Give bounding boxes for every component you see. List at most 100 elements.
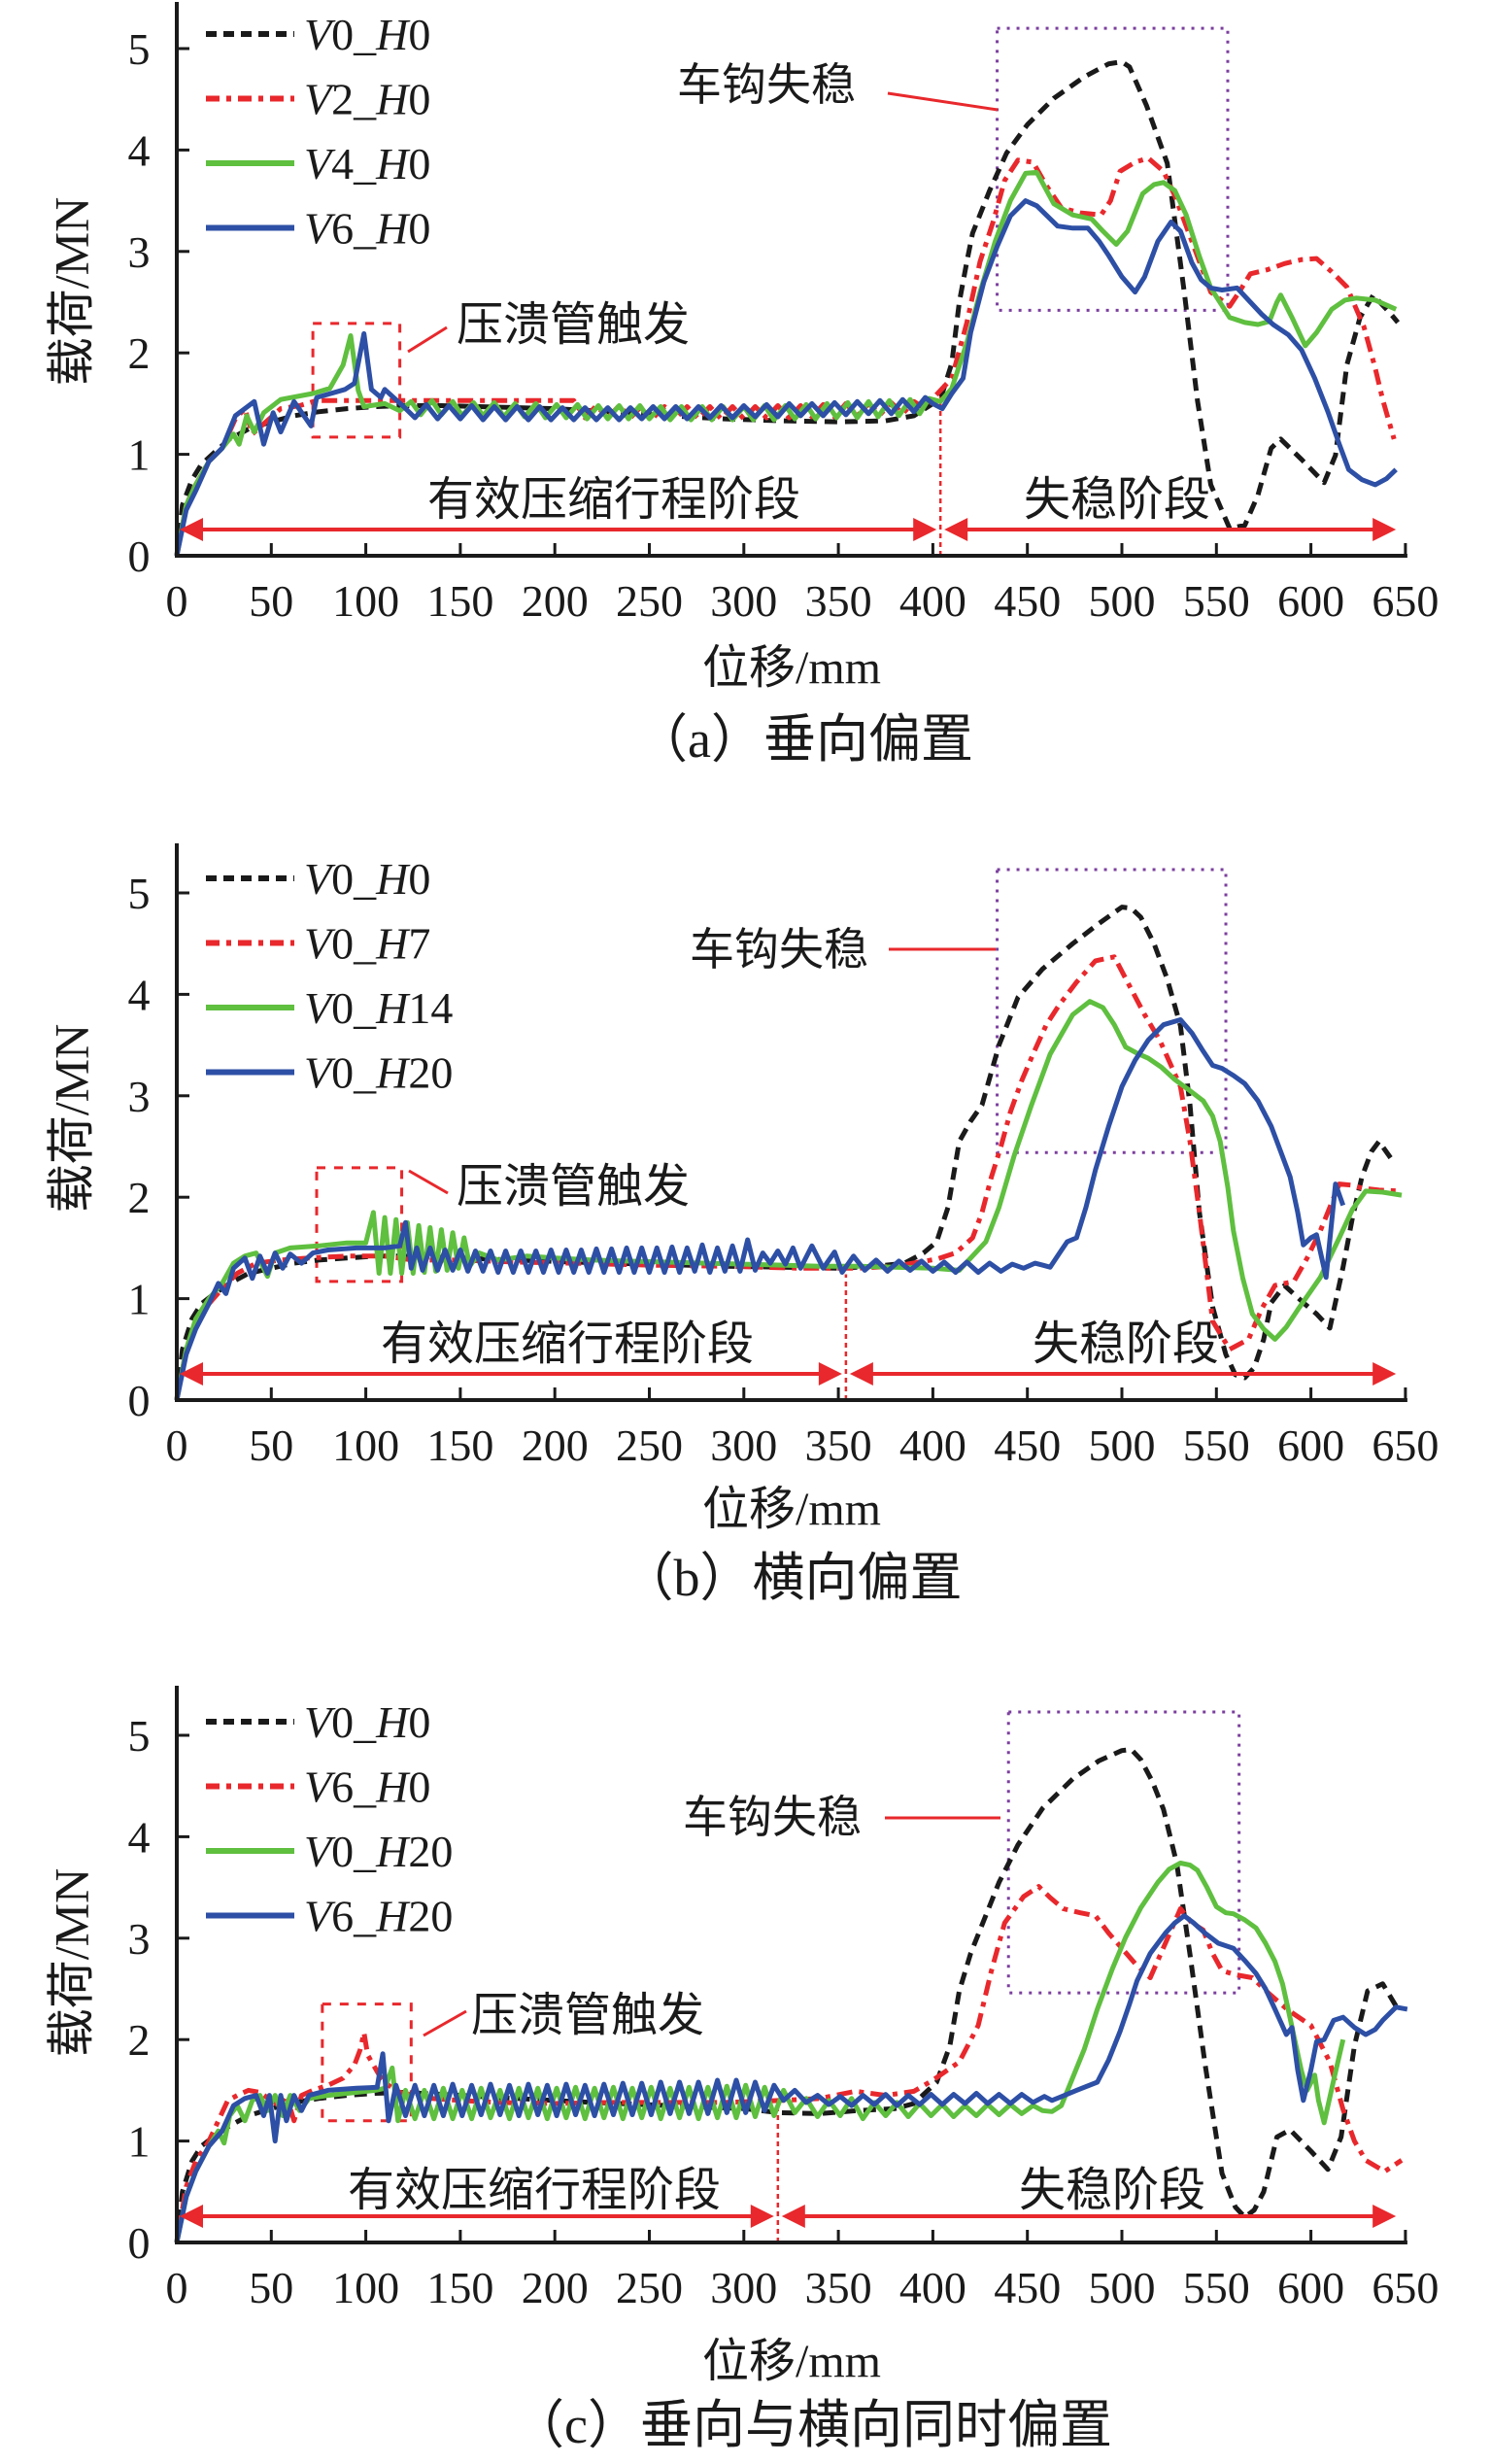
x-tick-label: 50: [249, 2263, 293, 2312]
y-tick-label: 5: [128, 1711, 151, 1761]
y-tick-label: 1: [128, 2117, 151, 2167]
x-tick-label: 0: [166, 576, 188, 626]
x-tick-label: 450: [994, 2263, 1061, 2312]
y-axis-title: 载荷/MN: [45, 1868, 99, 2057]
coupler-instability-label: 车钩失稳: [683, 1793, 862, 1842]
crush-tube-leader-line: [407, 325, 448, 354]
series-line: [174, 954, 1403, 1401]
series-line: [174, 198, 1398, 557]
y-tick-label: 4: [128, 1812, 151, 1862]
arrowhead-right-icon: [750, 2205, 774, 2228]
y-tick-label: 0: [128, 1376, 151, 1425]
x-tick-label: 550: [1183, 2263, 1250, 2312]
legend-label: V0_H0: [304, 854, 430, 904]
x-tick-label: 450: [994, 1420, 1061, 1470]
plot-area: 0 50 100 150 200 250 300 350 400 450 500 550 600 650 0…: [128, 843, 1439, 1470]
legend-label: V0_H20: [304, 1827, 453, 1876]
coupler-instability-label: 车钩失稳: [690, 925, 868, 975]
coupler-instability-box: [996, 868, 1228, 1154]
x-axis-title: 位移/mm: [702, 642, 881, 694]
series-line: [174, 59, 1401, 557]
y-tick-label: 1: [128, 1275, 151, 1324]
x-tick-label: 650: [1372, 2263, 1439, 2312]
crush-tube-box: [311, 322, 402, 439]
x-tick-label: 350: [805, 576, 872, 626]
x-tick-label: 50: [249, 576, 293, 626]
y-tick-label: 1: [128, 430, 151, 480]
coupler-instability-label: 车钩失稳: [677, 60, 856, 110]
crush-tube-box: [315, 1166, 404, 1283]
crush-tube-label: 压溃管触发: [471, 1990, 704, 2041]
crush-tube-box: [321, 2002, 413, 2123]
x-tick-label: 150: [426, 2263, 493, 2312]
legend-label: V0_H0: [304, 1697, 430, 1747]
panel-caption: （c）垂向与横向同时偏置: [512, 2396, 1112, 2454]
y-tick-label: 2: [128, 2015, 151, 2065]
panel-a: 0 50 100 150 200 250 300 350 400 450 500 550 600 650 0…: [45, 2, 1439, 769]
x-tick-label: 550: [1183, 576, 1250, 626]
x-tick-label: 500: [1089, 2263, 1156, 2312]
legend-label: V6_H20: [304, 1892, 453, 1941]
y-tick-label: 0: [128, 2218, 151, 2268]
crush-tube-label: 压溃管触发: [457, 1161, 690, 1213]
x-tick-label: 100: [332, 2263, 399, 2312]
plot-area: 0 50 100 150 200 250 300 350 400 450 500 550 600 650 0…: [128, 1686, 1439, 2312]
y-tick-label: 3: [128, 1072, 151, 1121]
legend-label: V0_H20: [304, 1048, 453, 1098]
x-axis-title: 位移/mm: [702, 1484, 881, 1535]
x-tick-label: 350: [805, 2263, 872, 2312]
x-tick-label: 0: [166, 2263, 188, 2312]
x-tick-label: 50: [249, 1420, 293, 1470]
y-axis-title: 载荷/MN: [45, 197, 99, 386]
x-tick-label: 650: [1372, 1420, 1439, 1470]
y-tick-label: 4: [128, 125, 151, 175]
crush-tube-leader-line: [408, 1169, 449, 1195]
stage-instability-label: 失稳阶段: [1024, 474, 1210, 526]
x-tick-label: 600: [1277, 2263, 1344, 2312]
y-tick-label: 5: [128, 24, 151, 74]
x-tick-label: 300: [710, 1420, 777, 1470]
series-line: [174, 1913, 1408, 2243]
series-line: [174, 905, 1397, 1401]
x-tick-label: 500: [1089, 1420, 1156, 1470]
x-tick-label: 500: [1089, 576, 1156, 626]
x-tick-label: 200: [522, 2263, 589, 2312]
crush-tube-leader-line: [423, 2009, 467, 2037]
x-tick-label: 600: [1277, 1420, 1344, 1470]
arrowhead-left-icon: [849, 1362, 873, 1386]
coupler-leader-line: [887, 91, 999, 112]
x-tick-label: 300: [710, 576, 777, 626]
legend-label: V2_H0: [304, 75, 430, 124]
arrowhead-left-icon: [944, 518, 968, 541]
x-tick-label: 250: [616, 1420, 683, 1470]
x-tick-label: 350: [805, 1420, 872, 1470]
x-axis-title: 位移/mm: [702, 2336, 881, 2387]
plot-area: 0 50 100 150 200 250 300 350 400 450 500 550 600 650 0…: [128, 2, 1439, 626]
stage-effective-label: 有效压缩行程阶段: [427, 474, 800, 526]
arrowhead-left-icon: [180, 2205, 203, 2228]
x-tick-label: 650: [1372, 576, 1439, 626]
x-tick-label: 200: [522, 576, 589, 626]
x-tick-label: 400: [899, 1420, 966, 1470]
arrowhead-left-icon: [781, 2205, 805, 2228]
series-line: [174, 1017, 1346, 1401]
x-tick-label: 450: [994, 576, 1061, 626]
arrowhead-right-icon: [913, 518, 937, 541]
y-tick-label: 3: [128, 1914, 151, 1964]
panel-c: 0 50 100 150 200 250 300 350 400 450 500 550 600 650 0…: [45, 1686, 1439, 2454]
x-tick-label: 600: [1277, 576, 1344, 626]
arrowhead-left-icon: [180, 1362, 203, 1386]
x-tick-label: 200: [522, 1420, 589, 1470]
y-tick-label: 0: [128, 531, 151, 581]
stage-effective-label: 有效压缩行程阶段: [381, 1318, 754, 1370]
legend-label: V0_H14: [304, 983, 453, 1033]
panel-caption: （b）横向偏置: [622, 1549, 963, 1607]
series-line: [174, 1884, 1404, 2243]
y-axis-title: 载荷/MN: [45, 1024, 99, 1213]
legend-label: V0_H0: [304, 10, 430, 59]
x-tick-label: 300: [710, 2263, 777, 2312]
panel-b: 0 50 100 150 200 250 300 350 400 450 500 550 600 650 0…: [45, 843, 1439, 1607]
legend-label: V6_H0: [304, 1762, 430, 1812]
arrowhead-right-icon: [818, 1362, 842, 1386]
